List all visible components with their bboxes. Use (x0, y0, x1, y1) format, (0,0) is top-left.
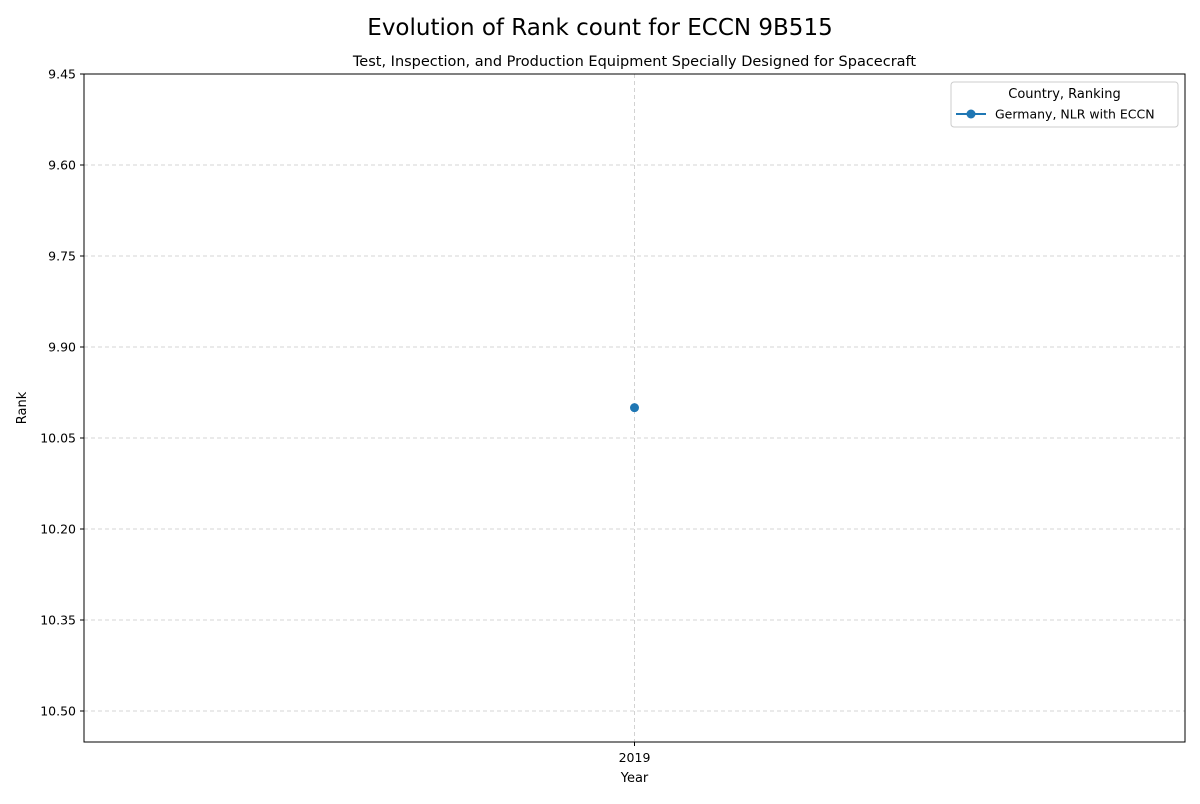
legend: Country, Ranking Germany, NLR with ECCN (950, 81, 1179, 128)
x-tick-label: 2019 (619, 750, 651, 765)
grid-layer (84, 74, 1185, 742)
tick-layer: 9.45 9.60 9.75 9.90 10.05 10.20 10.35 10.50 2019 (40, 67, 650, 766)
chart-suptitle: Evolution of Rank count for ECCN 9B515 (367, 15, 832, 41)
y-tick-label: 9.60 (48, 158, 76, 173)
y-tick-label: 10.20 (40, 522, 76, 537)
y-tick-label: 9.90 (48, 340, 76, 355)
y-tick-label: 10.50 (40, 704, 76, 719)
legend-title: Country, Ranking (1008, 87, 1121, 102)
y-axis-label: Rank (15, 391, 30, 424)
legend-box (950, 81, 1179, 128)
y-tick-label: 10.35 (40, 613, 76, 628)
y-tick-label: 9.45 (48, 67, 76, 82)
chart-title: Test, Inspection, and Production Equipme… (352, 54, 917, 70)
x-axis-label: Year (620, 771, 649, 786)
legend-marker-swatch (966, 109, 976, 119)
y-tick-label: 10.05 (40, 431, 76, 446)
series-layer (630, 403, 639, 413)
legend-entry-label: Germany, NLR with ECCN (995, 107, 1155, 122)
data-point (630, 403, 639, 413)
y-tick-label: 9.75 (48, 249, 76, 264)
